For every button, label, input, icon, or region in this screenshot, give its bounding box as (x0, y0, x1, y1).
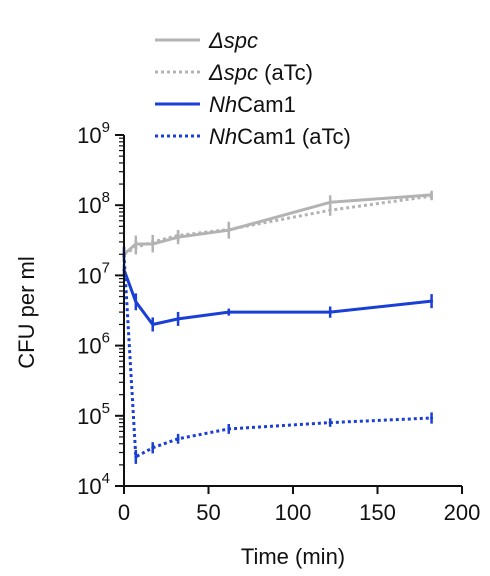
legend-label: NhCam1 (209, 92, 296, 117)
x-tick-label: 100 (275, 500, 312, 525)
data-point (430, 299, 434, 303)
data-point (151, 322, 155, 326)
y-tick-label: 107 (77, 259, 110, 288)
y-tick-label: 106 (77, 330, 110, 359)
data-point (134, 300, 138, 304)
data-point (176, 437, 180, 441)
series-1 (122, 190, 434, 263)
x-tick-label: 50 (196, 500, 220, 525)
data-point (227, 310, 231, 314)
data-point (430, 194, 434, 198)
x-axis-title: Time (min) (241, 544, 345, 569)
data-point (176, 317, 180, 321)
y-tick-label: 109 (77, 119, 110, 148)
y-tick-label: 108 (77, 189, 110, 218)
data-point (176, 234, 180, 238)
data-point (328, 208, 332, 212)
data-point (151, 446, 155, 450)
legend-label: Δspc (208, 28, 258, 53)
data-point (227, 228, 231, 232)
x-tick-label: 0 (118, 500, 130, 525)
series-line (122, 269, 432, 326)
data-point (328, 200, 332, 204)
series-4 (122, 247, 434, 464)
series-3 (122, 264, 434, 332)
y-ticks: 104 105 106 107 108 109 (77, 119, 124, 499)
plot-lines (122, 190, 434, 464)
y-tick-label: 105 (77, 400, 110, 429)
series-line (123, 194, 432, 256)
legend-item: NhCam1 (aTc) (155, 124, 351, 149)
legend-item: Δspc (aTc) (155, 60, 313, 85)
y-tick-label: 104 (77, 470, 110, 499)
y-axis-title: CFU per ml (14, 256, 39, 368)
series-line (123, 193, 432, 256)
series-2 (122, 191, 434, 262)
legend-item: NhCam1 (155, 92, 296, 117)
axes: 0 50 100 150 200 104 105 106 107 108 109 (77, 119, 480, 525)
legend-label: Δspc (aTc) (208, 60, 313, 85)
series-line (122, 254, 432, 459)
legend-label: NhCam1 (aTc) (209, 124, 351, 149)
data-point (134, 455, 138, 459)
x-tick-label: 200 (444, 500, 481, 525)
data-point (328, 421, 332, 425)
data-point (430, 416, 434, 420)
data-point (328, 310, 332, 314)
x-ticks: 0 50 100 150 200 (118, 486, 480, 525)
legend: Δspc Δspc (aTc) NhCam1 NhCam1 (aTc) (155, 28, 351, 149)
data-point (227, 427, 231, 431)
data-point (151, 240, 155, 244)
data-point (134, 245, 138, 249)
legend-item: Δspc (155, 28, 258, 53)
x-tick-label: 150 (359, 500, 396, 525)
